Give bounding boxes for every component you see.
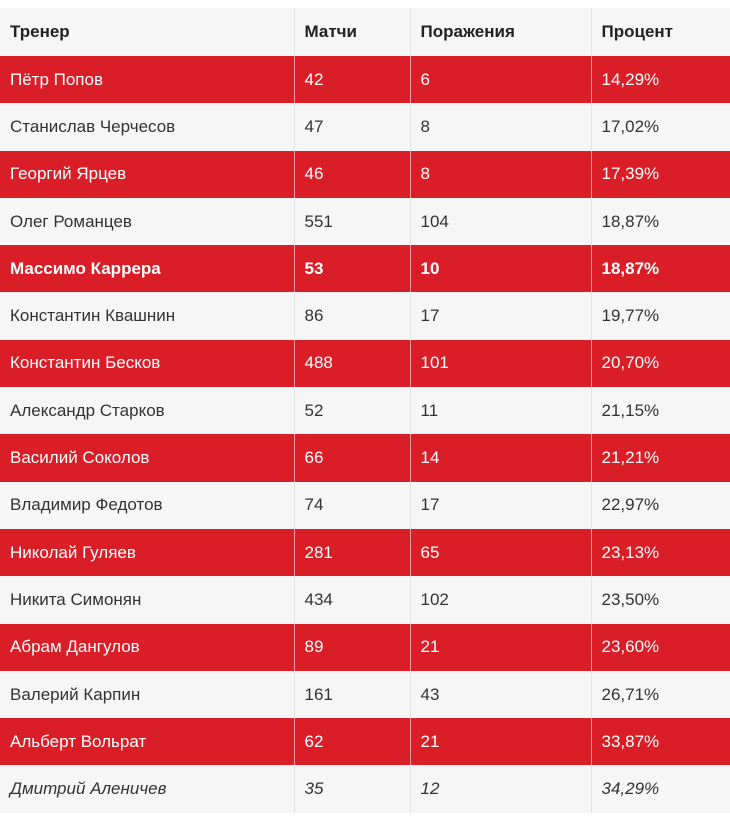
cell-percent: 33,87% bbox=[591, 718, 730, 766]
table-row: Георгий Ярцев 46 8 17,39% bbox=[0, 150, 730, 198]
header-coach: Тренер bbox=[0, 8, 295, 56]
cell-matches: 551 bbox=[294, 197, 411, 246]
cell-coach: Олег Романцев bbox=[0, 197, 295, 246]
cell-coach: Василий Соколов bbox=[0, 434, 295, 482]
table-row: Василий Соколов 66 14 21,21% bbox=[0, 434, 730, 482]
cell-matches: 42 bbox=[294, 56, 411, 104]
cell-matches: 66 bbox=[294, 434, 411, 482]
header-row: Тренер Матчи Поражения Процент bbox=[0, 8, 730, 56]
cell-coach: Георгий Ярцев bbox=[0, 150, 295, 198]
cell-coach: Пётр Попов bbox=[0, 56, 295, 104]
cell-percent: 34,29% bbox=[591, 765, 730, 813]
table-row: Никита Симонян 434 102 23,50% bbox=[0, 576, 730, 624]
cell-matches: 46 bbox=[294, 150, 411, 198]
table-row: Дмитрий Аленичев 35 12 34,29% bbox=[0, 765, 730, 813]
cell-coach: Константин Бесков bbox=[0, 339, 295, 388]
cell-losses: 17 bbox=[410, 481, 592, 529]
cell-losses: 10 bbox=[410, 245, 592, 293]
cell-matches: 89 bbox=[294, 623, 411, 671]
cell-percent: 26,71% bbox=[591, 670, 730, 719]
header-losses: Поражения bbox=[410, 8, 592, 56]
cell-losses: 14 bbox=[410, 434, 592, 482]
cell-matches: 161 bbox=[294, 670, 411, 719]
cell-coach: Никита Симонян bbox=[0, 576, 295, 624]
cell-coach: Константин Квашнин bbox=[0, 292, 295, 340]
cell-matches: 47 bbox=[294, 103, 411, 151]
cell-percent: 18,87% bbox=[591, 245, 730, 293]
cell-losses: 101 bbox=[410, 339, 592, 388]
cell-percent: 17,02% bbox=[591, 103, 730, 151]
cell-matches: 62 bbox=[294, 718, 411, 766]
cell-percent: 19,77% bbox=[591, 292, 730, 340]
table-row: Валерий Карпин 161 43 26,71% bbox=[0, 670, 730, 719]
cell-percent: 23,60% bbox=[591, 623, 730, 671]
cell-coach: Массимо Каррера bbox=[0, 245, 295, 293]
cell-percent: 21,21% bbox=[591, 434, 730, 482]
table-row: Пётр Попов 42 6 14,29% bbox=[0, 56, 730, 104]
cell-losses: 8 bbox=[410, 103, 592, 151]
cell-losses: 12 bbox=[410, 765, 592, 813]
table-row: Олег Романцев 551 104 18,87% bbox=[0, 197, 730, 246]
cell-matches: 86 bbox=[294, 292, 411, 340]
cell-losses: 17 bbox=[410, 292, 592, 340]
cell-losses: 21 bbox=[410, 718, 592, 766]
cell-matches: 52 bbox=[294, 387, 411, 435]
cell-losses: 11 bbox=[410, 387, 592, 435]
cell-coach: Владимир Федотов bbox=[0, 481, 295, 529]
cell-coach: Станислав Черчесов bbox=[0, 103, 295, 151]
cell-coach: Альберт Вольрат bbox=[0, 718, 295, 766]
cell-losses: 6 bbox=[410, 56, 592, 104]
table-row: Абрам Дангулов 89 21 23,60% bbox=[0, 623, 730, 671]
cell-losses: 43 bbox=[410, 670, 592, 719]
cell-matches: 35 bbox=[294, 765, 411, 813]
table-row: Альберт Вольрат 62 21 33,87% bbox=[0, 718, 730, 766]
cell-percent: 14,29% bbox=[591, 56, 730, 104]
table-row: Владимир Федотов 74 17 22,97% bbox=[0, 481, 730, 529]
table-row: Станислав Черчесов 47 8 17,02% bbox=[0, 103, 730, 151]
table-row: Массимо Каррера 53 10 18,87% bbox=[0, 245, 730, 293]
cell-percent: 17,39% bbox=[591, 150, 730, 198]
cell-losses: 104 bbox=[410, 197, 592, 246]
cell-matches: 488 bbox=[294, 339, 411, 388]
coach-stats-table: Тренер Матчи Поражения Процент Пётр Попо… bbox=[0, 8, 730, 813]
cell-percent: 22,97% bbox=[591, 481, 730, 529]
table-row: Александр Старков 52 11 21,15% bbox=[0, 387, 730, 435]
cell-coach: Александр Старков bbox=[0, 387, 295, 435]
header-percent: Процент bbox=[591, 8, 730, 56]
cell-percent: 21,15% bbox=[591, 387, 730, 435]
cell-percent: 23,13% bbox=[591, 528, 730, 577]
cell-losses: 102 bbox=[410, 576, 592, 624]
coach-stats-table-container: Тренер Матчи Поражения Процент Пётр Попо… bbox=[0, 8, 730, 813]
cell-percent: 18,87% bbox=[591, 197, 730, 246]
cell-percent: 20,70% bbox=[591, 339, 730, 388]
cell-coach: Валерий Карпин bbox=[0, 670, 295, 719]
table-row: Константин Квашнин 86 17 19,77% bbox=[0, 292, 730, 340]
cell-coach: Николай Гуляев bbox=[0, 528, 295, 577]
cell-coach: Дмитрий Аленичев bbox=[0, 765, 295, 813]
header-matches: Матчи bbox=[294, 8, 411, 56]
cell-losses: 8 bbox=[410, 150, 592, 198]
cell-matches: 53 bbox=[294, 245, 411, 293]
cell-percent: 23,50% bbox=[591, 576, 730, 624]
cell-losses: 65 bbox=[410, 528, 592, 577]
table-row: Константин Бесков 488 101 20,70% bbox=[0, 339, 730, 388]
cell-matches: 434 bbox=[294, 576, 411, 624]
cell-losses: 21 bbox=[410, 623, 592, 671]
cell-matches: 281 bbox=[294, 528, 411, 577]
cell-coach: Абрам Дангулов bbox=[0, 623, 295, 671]
cell-matches: 74 bbox=[294, 481, 411, 529]
table-row: Николай Гуляев 281 65 23,13% bbox=[0, 528, 730, 577]
table-body: Пётр Попов 42 6 14,29% Станислав Черчесов 47 8… bbox=[0, 56, 730, 813]
